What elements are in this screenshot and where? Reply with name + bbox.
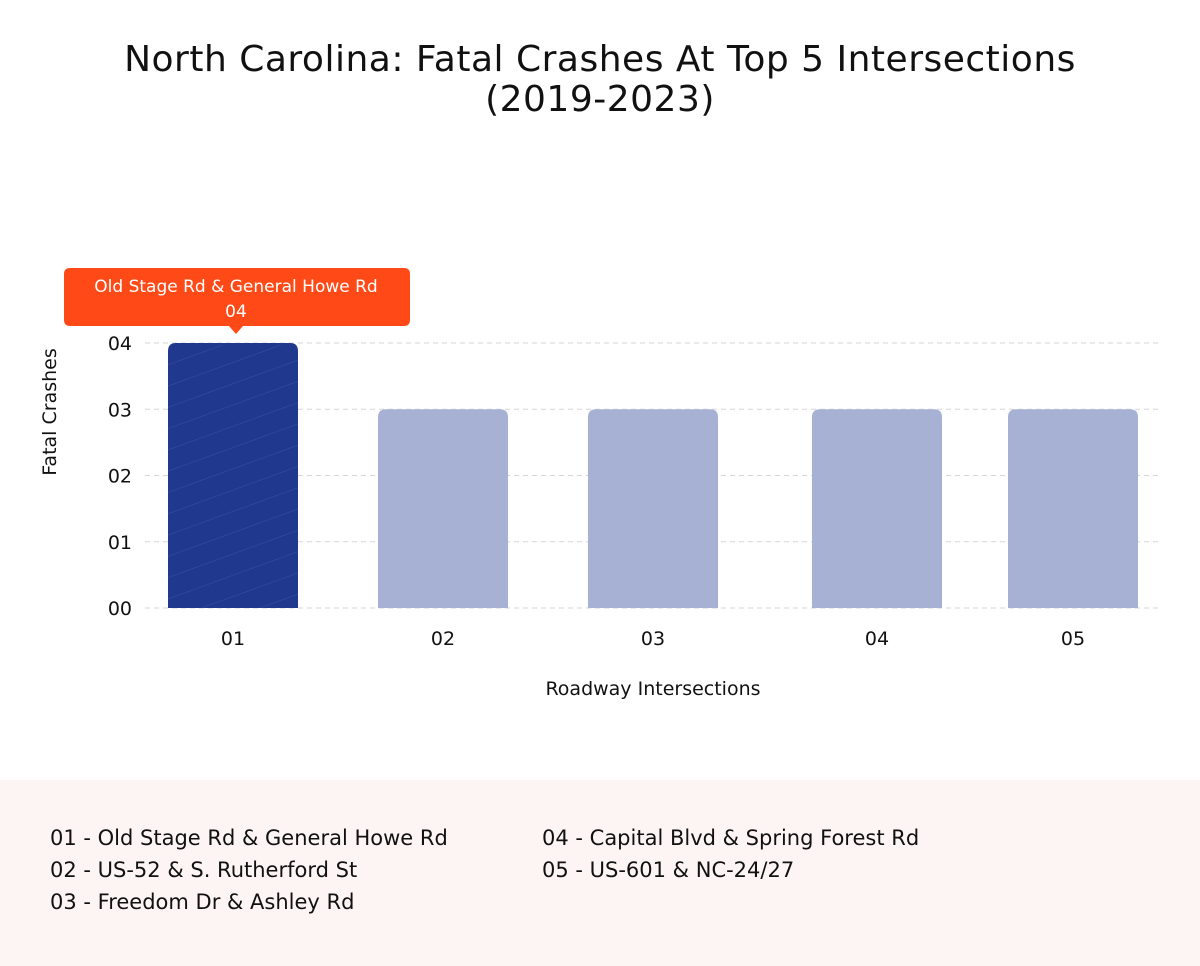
bar bbox=[812, 409, 942, 608]
chart-title: North Carolina: Fatal Crashes At Top 5 I… bbox=[0, 40, 1200, 120]
bar-hatch bbox=[168, 345, 298, 608]
legend-entry: 01 - Old Stage Rd & General Howe Rd bbox=[50, 826, 448, 850]
legend-entry: 04 - Capital Blvd & Spring Forest Rd bbox=[542, 826, 920, 850]
y-axis-label: Fatal Crashes bbox=[39, 348, 61, 476]
tooltip-value: 04 bbox=[225, 302, 247, 322]
title-line: North Carolina: Fatal Crashes At Top 5 I… bbox=[124, 39, 1076, 80]
x-tick-label: 04 bbox=[865, 628, 889, 650]
y-tick-label: 00 bbox=[108, 598, 132, 620]
tooltip-label: Old Stage Rd & General Howe Rd bbox=[94, 277, 377, 297]
bar-chart: 00 01 02 03 04 01 02 03 04 05 Roadway Intersection… bbox=[39, 268, 1160, 700]
x-axis-label: Roadway Intersections bbox=[545, 678, 760, 700]
legend: 01 - Old Stage Rd & General Howe Rd 02 - … bbox=[0, 780, 1200, 966]
title-line: (2019-2023) bbox=[485, 79, 715, 120]
y-tick-label: 02 bbox=[108, 466, 132, 488]
legend-entry: 05 - US-601 & NC-24/27 bbox=[542, 858, 795, 882]
tooltip bbox=[64, 268, 410, 334]
y-tick-label: 01 bbox=[108, 532, 132, 554]
bar bbox=[378, 409, 508, 608]
legend-entry: 02 - US-52 & S. Rutherford St bbox=[50, 858, 358, 882]
bar bbox=[588, 409, 718, 608]
bar bbox=[1008, 409, 1138, 608]
legend-entry: 03 - Freedom Dr & Ashley Rd bbox=[50, 890, 355, 914]
x-tick-label: 05 bbox=[1061, 628, 1085, 650]
x-tick-label: 01 bbox=[221, 628, 245, 650]
x-tick-label: 02 bbox=[431, 628, 455, 650]
x-tick-label: 03 bbox=[641, 628, 665, 650]
y-tick-label: 04 bbox=[108, 333, 132, 355]
y-tick-label: 03 bbox=[108, 399, 132, 421]
